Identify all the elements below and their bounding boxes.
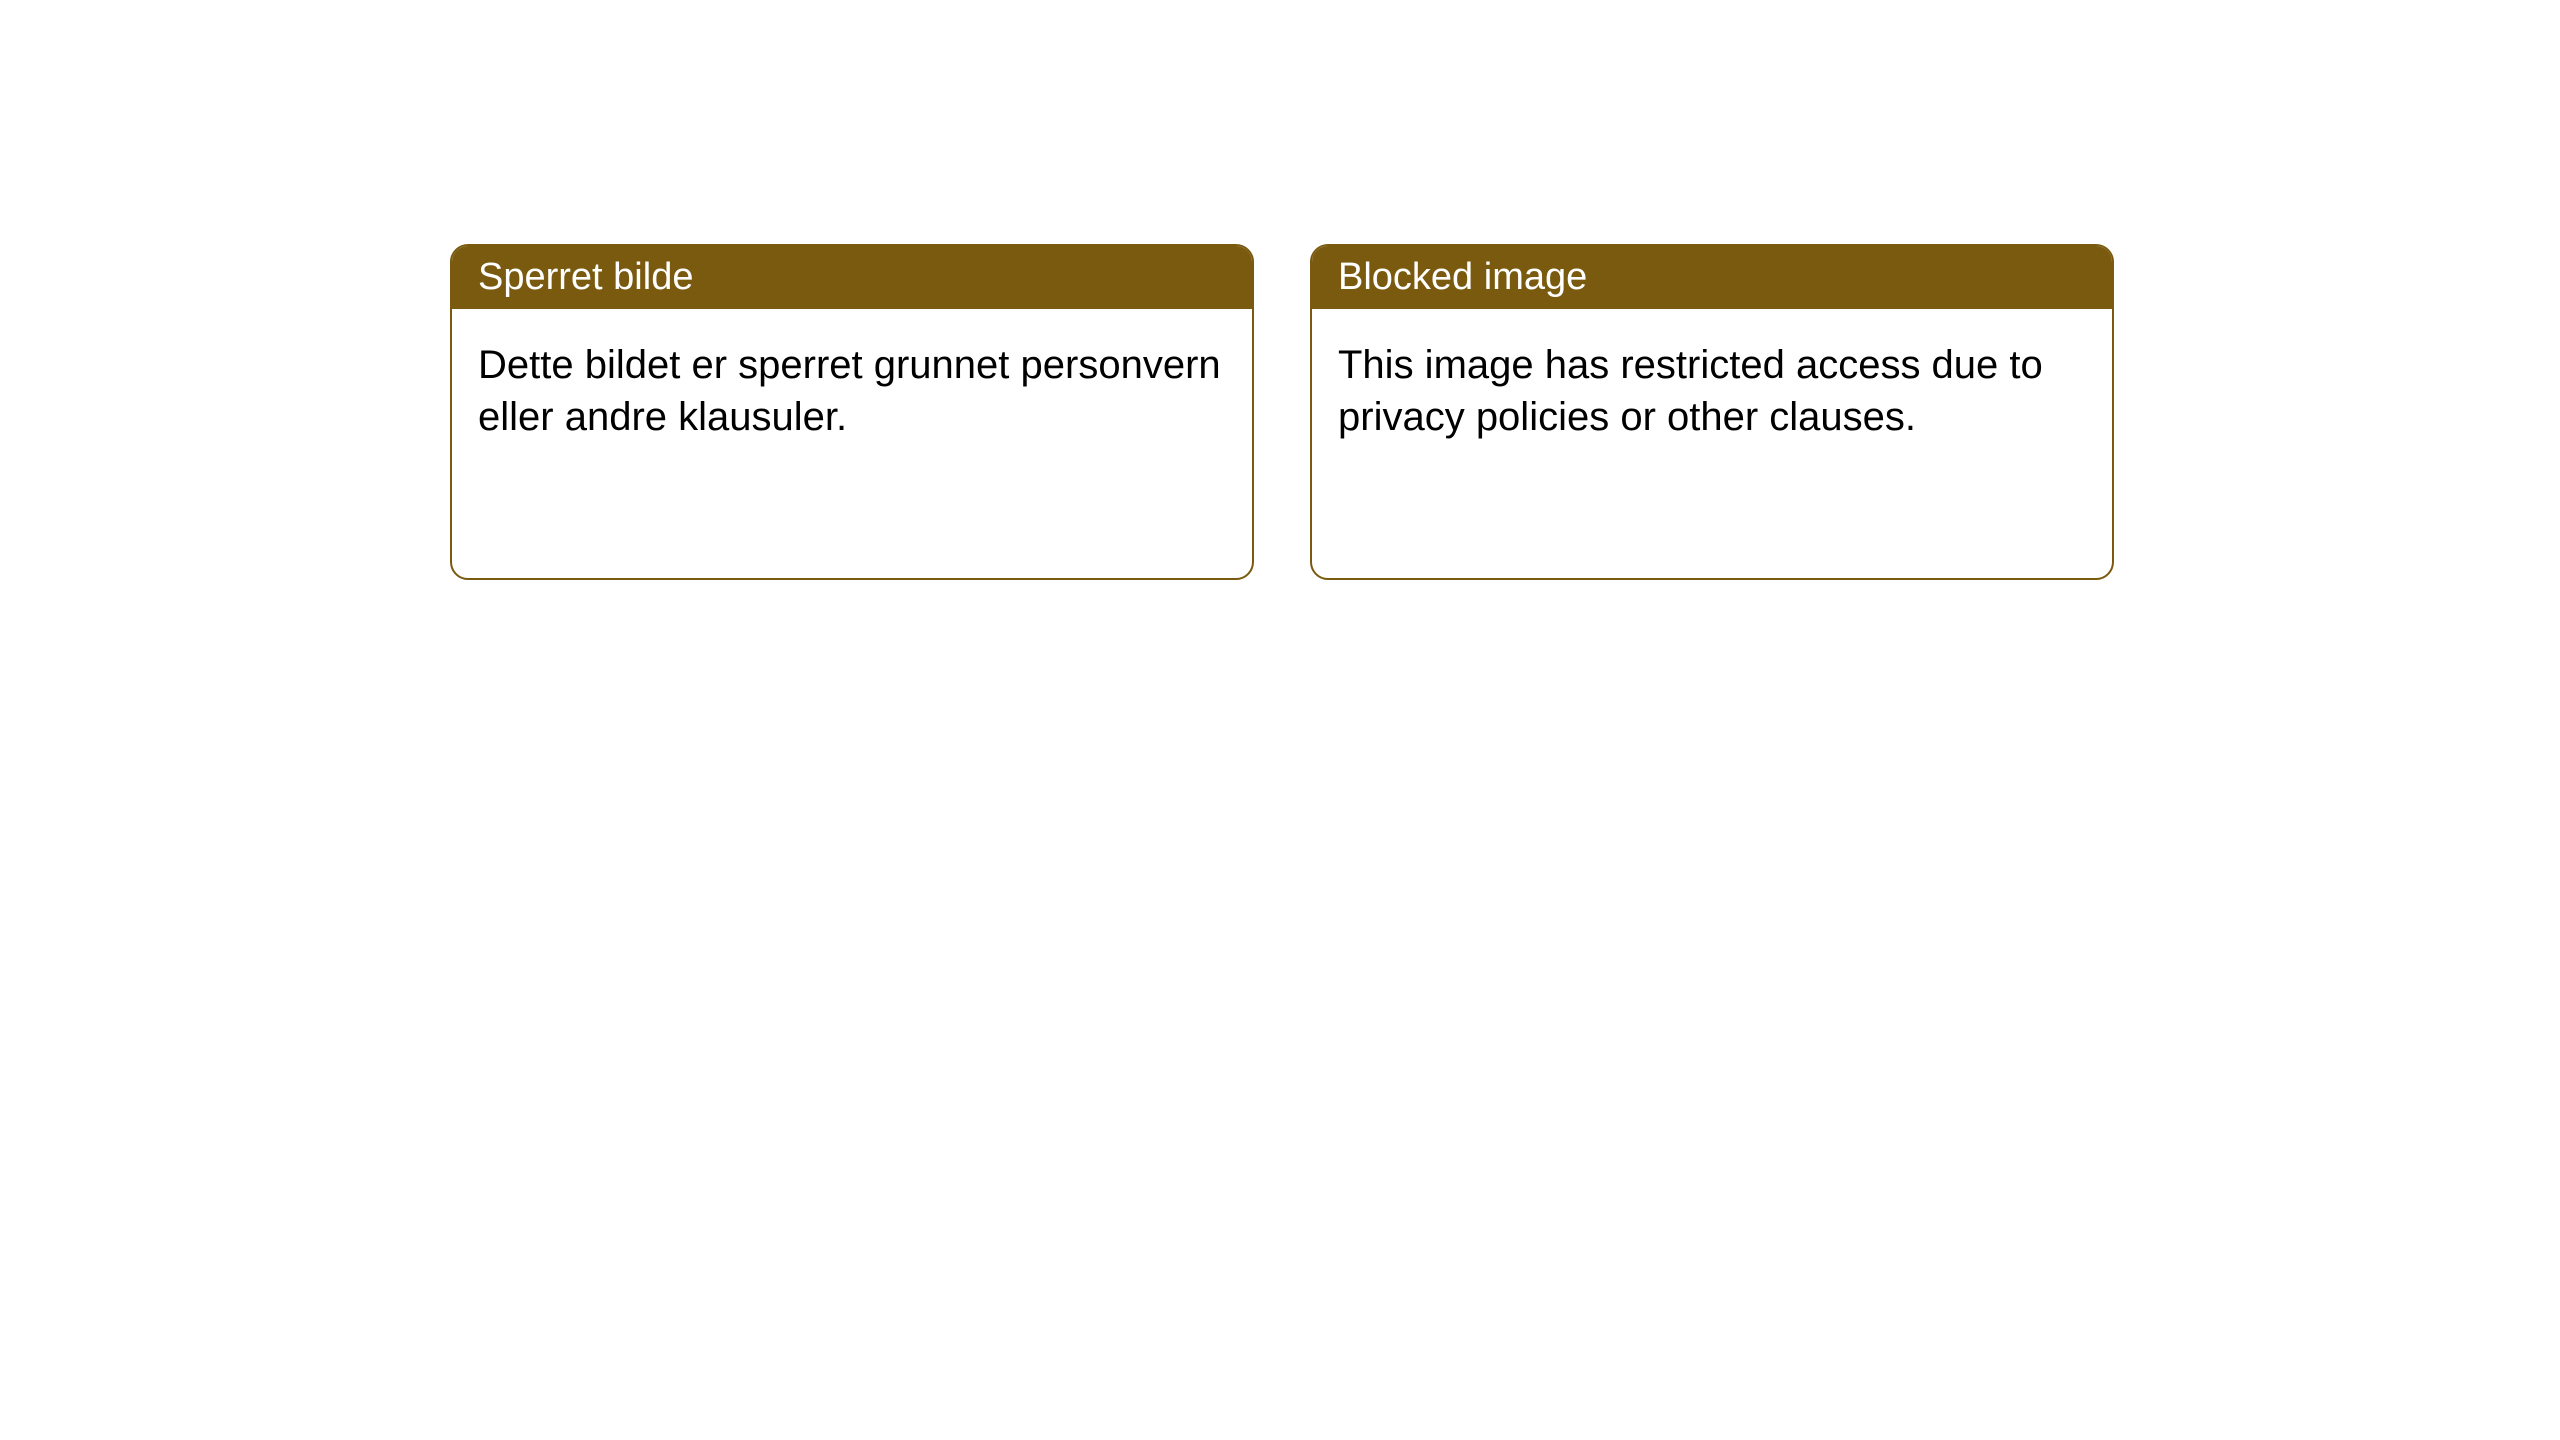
card-header: Sperret bilde — [452, 246, 1252, 309]
notice-container: Sperret bilde Dette bildet er sperret gr… — [0, 0, 2560, 580]
notice-card-norwegian: Sperret bilde Dette bildet er sperret gr… — [450, 244, 1254, 580]
card-title: Blocked image — [1338, 256, 1587, 298]
card-message: Dette bildet er sperret grunnet personve… — [478, 343, 1221, 439]
card-header: Blocked image — [1312, 246, 2112, 309]
card-message: This image has restricted access due to … — [1338, 343, 2043, 439]
card-title: Sperret bilde — [478, 256, 693, 298]
notice-card-english: Blocked image This image has restricted … — [1310, 244, 2114, 580]
card-body: Dette bildet er sperret grunnet personve… — [452, 309, 1252, 473]
card-body: This image has restricted access due to … — [1312, 309, 2112, 473]
